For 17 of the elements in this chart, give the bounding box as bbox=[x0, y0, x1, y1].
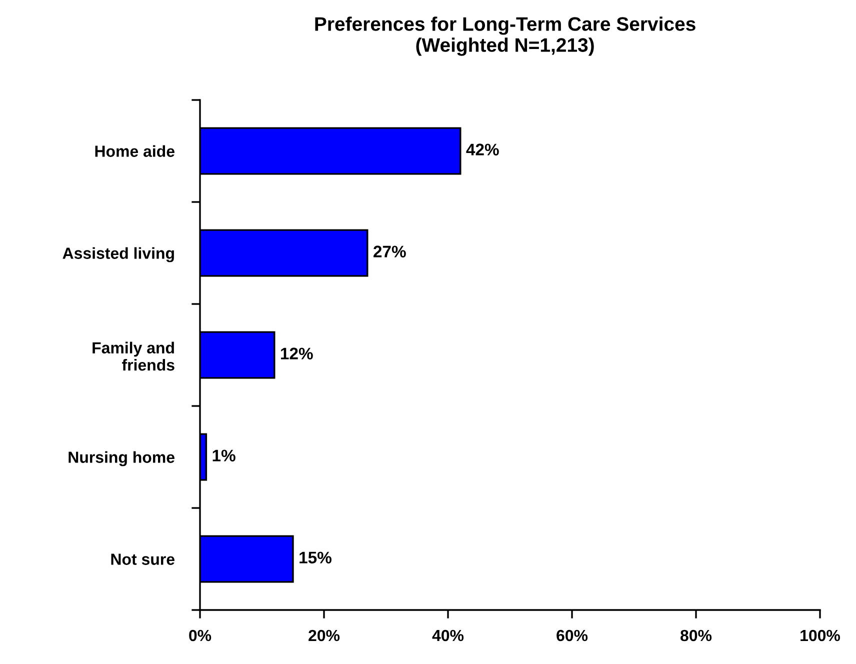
y-tick-label: Not sure bbox=[111, 554, 174, 565]
data-label: 1% bbox=[212, 450, 236, 462]
x-tick-label: 20% bbox=[308, 630, 340, 642]
x-tick-label: 80% bbox=[680, 630, 712, 642]
y-tick-label: Nursing home bbox=[68, 451, 174, 466]
data-label: 27% bbox=[374, 246, 406, 258]
x-tick-label: 100% bbox=[800, 630, 840, 642]
y-tick-label: Family and friends bbox=[92, 342, 174, 371]
data-label: 15% bbox=[300, 552, 332, 564]
x-tick-label: 40% bbox=[432, 630, 464, 642]
x-tick-label: 0% bbox=[189, 630, 212, 642]
x-tick-label: 60% bbox=[556, 630, 588, 642]
data-label: 42% bbox=[466, 144, 499, 156]
y-tick-label: Home aide bbox=[95, 145, 174, 157]
data-label: 12% bbox=[281, 348, 313, 360]
chart-title: Preferences for Long-Term Care Services (Weighted N=1,213) bbox=[315, 16, 696, 56]
y-tick-label: Assisted living bbox=[62, 247, 174, 262]
